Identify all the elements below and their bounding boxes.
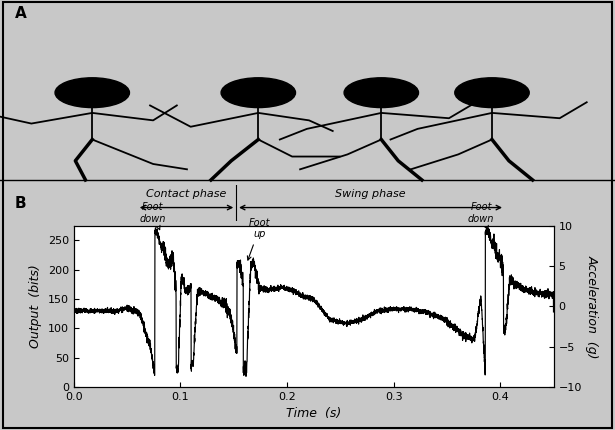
Text: Foot
up: Foot up [247,218,270,260]
Text: Contact phase: Contact phase [146,189,227,199]
Ellipse shape [221,78,295,108]
Ellipse shape [55,78,130,108]
X-axis label: Time  (s): Time (s) [286,407,341,421]
Ellipse shape [344,78,418,108]
Text: Foot
down: Foot down [140,202,166,230]
Text: B: B [15,196,26,211]
Text: A: A [15,6,27,21]
Y-axis label: Acceleration  (g): Acceleration (g) [585,255,598,358]
Text: Swing phase: Swing phase [335,189,406,199]
Ellipse shape [455,78,529,108]
Text: Foot
down: Foot down [468,202,494,230]
Y-axis label: Output  (bits): Output (bits) [30,264,42,348]
